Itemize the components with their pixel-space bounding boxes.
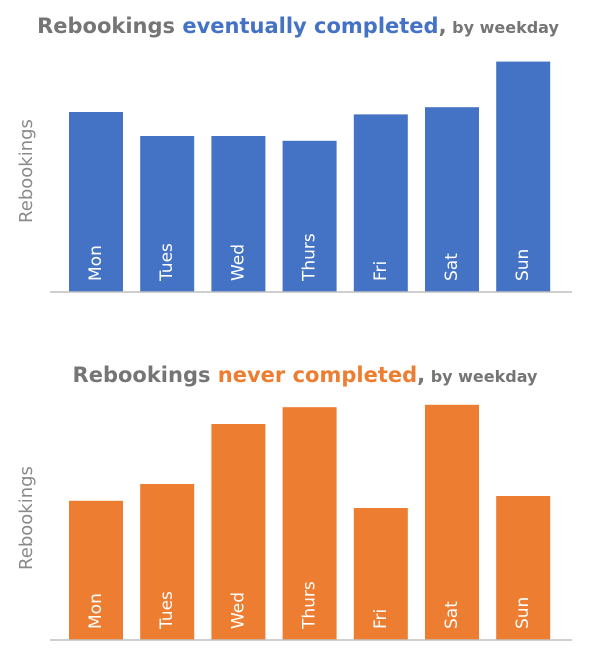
tick-label-mon: Mon xyxy=(86,245,106,281)
chart-never-completed: Rebookings never completed, by weekday R… xyxy=(16,363,572,641)
tick-label-fri: Fri xyxy=(371,609,391,629)
bar-wed xyxy=(211,424,266,640)
tick-label-fri: Fri xyxy=(371,261,391,281)
tick-label-sun: Sun xyxy=(513,249,533,281)
chart-title: Rebookings never completed, by weekday xyxy=(73,363,539,387)
tick-label-thurs: Thurs xyxy=(300,581,320,630)
bar-sat xyxy=(425,404,479,640)
tick-label-thurs: Thurs xyxy=(300,233,320,282)
chart-title: Rebookings eventually completed, by week… xyxy=(37,14,559,38)
bar-thurs xyxy=(282,407,337,640)
tick-label-tues: Tues xyxy=(157,591,177,630)
tick-label-mon: Mon xyxy=(86,593,106,629)
tick-label-wed: Wed xyxy=(228,592,248,629)
tick-label-wed: Wed xyxy=(228,244,248,281)
bar-tues xyxy=(140,136,195,292)
chart-eventually-completed: Rebookings eventually completed, by week… xyxy=(16,14,572,293)
bars: Mon Tues Wed Thurs Fri Sat Sun xyxy=(69,61,551,293)
bar-wed xyxy=(211,136,266,292)
bar-mon xyxy=(69,112,123,292)
tick-label-sat: Sat xyxy=(442,253,462,281)
bar-thurs xyxy=(282,140,337,292)
y-axis-label: Rebookings xyxy=(16,119,37,223)
tick-label-tues: Tues xyxy=(157,243,177,282)
y-axis-label: Rebookings xyxy=(16,466,37,570)
bars: Mon Tues Wed Thurs Fri Sat Sun xyxy=(69,404,551,640)
bar-fri xyxy=(353,114,408,293)
bar-mon xyxy=(69,500,123,640)
tick-label-sat: Sat xyxy=(442,601,462,629)
bar-fri xyxy=(353,508,408,640)
bar-tues xyxy=(140,484,195,640)
bar-sun xyxy=(496,496,551,640)
bar-sat xyxy=(425,107,479,292)
bar-sun xyxy=(496,61,551,292)
tick-label-sun: Sun xyxy=(513,597,533,629)
